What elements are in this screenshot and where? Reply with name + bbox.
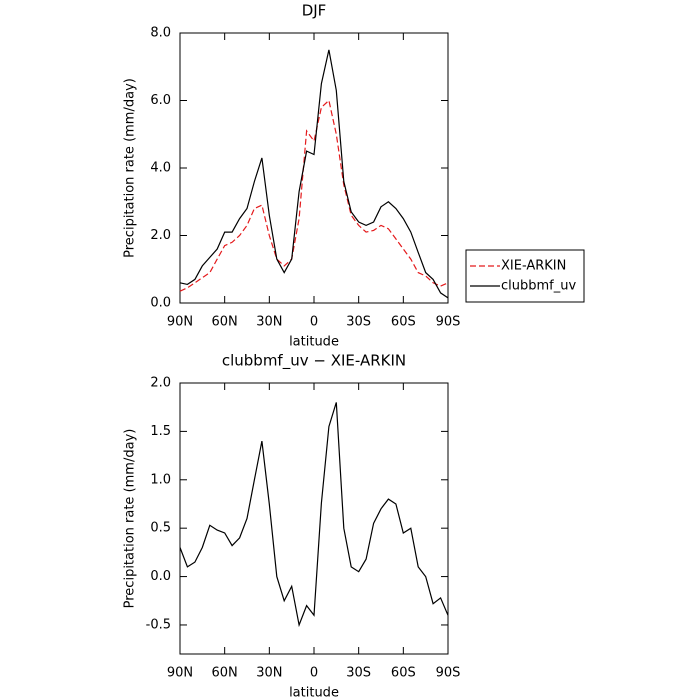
data-line <box>179 49 449 299</box>
y-tick-label: 1.5 <box>150 424 171 439</box>
plot-frame <box>179 382 449 655</box>
y-tick-label: 2.0 <box>150 376 171 391</box>
y-axis-label: Precipitation rate (mm/day) <box>123 429 138 609</box>
panel: clubbmf_uv − XIE-ARKIN latitude Precipitat… <box>123 352 461 700</box>
y-tick-label: 0.5 <box>150 521 171 536</box>
x-tick-label: 60S <box>391 666 416 681</box>
x-tick-label: 30N <box>256 666 282 681</box>
x-tick-label: 0 <box>310 666 318 681</box>
chart-title: clubbmf_uv − XIE-ARKIN <box>222 352 406 371</box>
x-tick-label: 90S <box>436 666 461 681</box>
x-tick-label: 90S <box>436 315 461 330</box>
x-tick-label: 60N <box>212 666 238 681</box>
x-tick-label: 60N <box>212 315 238 330</box>
x-tick-label: 30S <box>346 315 371 330</box>
y-axis-label: Precipitation rate (mm/day) <box>123 78 138 258</box>
legend-label: XIE-ARKIN <box>501 259 566 274</box>
x-axis-label: latitude <box>289 686 339 700</box>
x-tick-label: 30S <box>346 666 371 681</box>
x-tick-label: 90N <box>167 315 193 330</box>
y-tick-label: 0.0 <box>150 569 171 584</box>
x-tick-label: 90N <box>167 666 193 681</box>
y-tick-label: -0.5 <box>146 617 171 632</box>
legend-box <box>465 249 585 303</box>
panel: DJF latitude Precipitation rate (mm/day) 0.… <box>123 2 585 350</box>
y-tick-label: 4.0 <box>150 161 171 176</box>
data-line <box>179 402 449 628</box>
y-tick-label: 6.0 <box>150 93 171 108</box>
x-tick-label: 60S <box>391 315 416 330</box>
x-tick-label: 0 <box>310 315 318 330</box>
chart-title: DJF <box>302 2 327 20</box>
x-tick-label: 30N <box>256 315 282 330</box>
y-tick-label: 8.0 <box>150 26 171 41</box>
data-line <box>179 99 449 292</box>
y-tick-label: 0.0 <box>150 296 171 311</box>
plot-frame <box>179 32 449 304</box>
y-tick-label: 1.0 <box>150 472 171 487</box>
x-axis-label: latitude <box>289 335 339 350</box>
legend-label: clubbmf_uv <box>501 279 576 294</box>
y-tick-label: 2.0 <box>150 228 171 243</box>
